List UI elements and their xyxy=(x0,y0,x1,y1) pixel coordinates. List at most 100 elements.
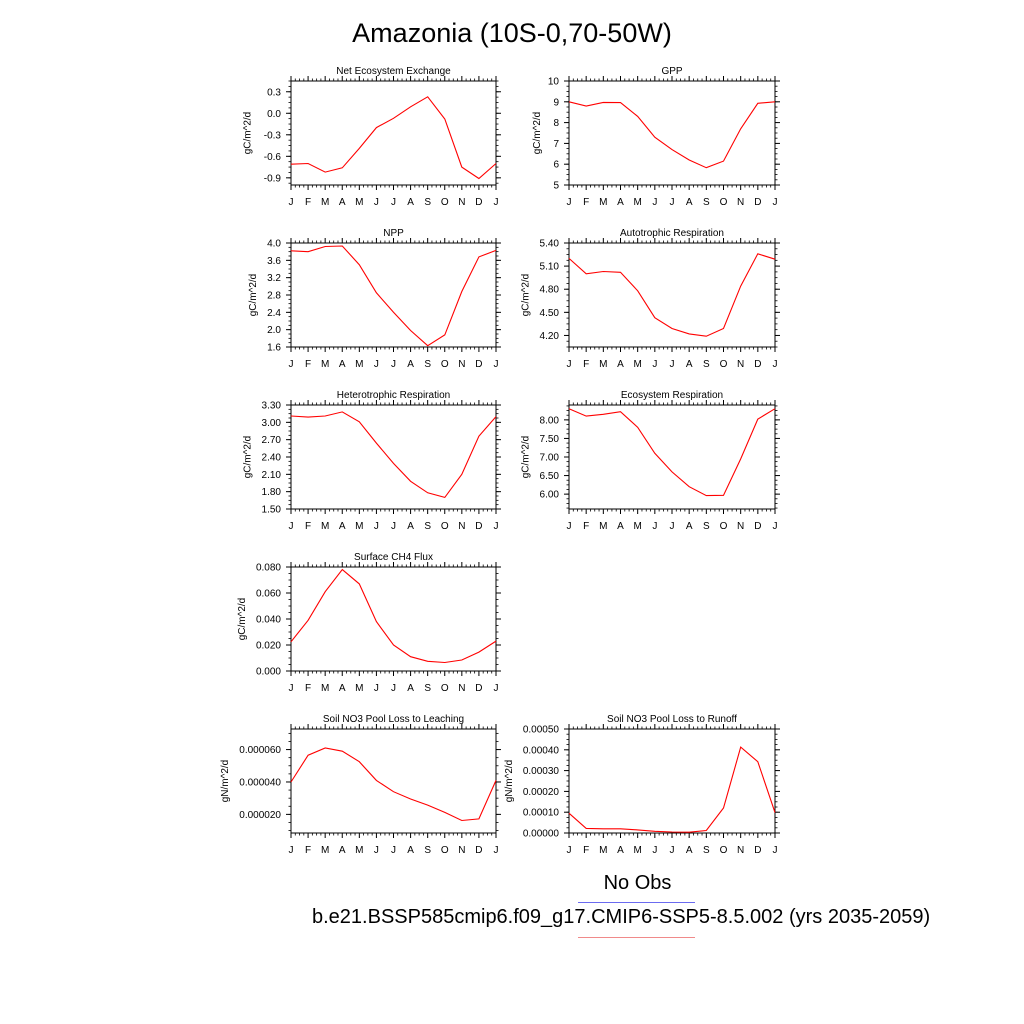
y-tick-label: 0.040 xyxy=(256,615,281,626)
series-line xyxy=(290,96,497,180)
y-tick-label: 6.00 xyxy=(540,490,560,501)
x-tick-label: D xyxy=(754,521,761,532)
x-tick-label: O xyxy=(441,521,449,532)
x-tick-label: J xyxy=(494,359,499,370)
series-line xyxy=(568,408,776,497)
y-axis-label: gC/m^2/d xyxy=(243,112,254,155)
x-tick-label: J xyxy=(494,521,499,532)
y-axis-label: gC/m^2/d xyxy=(521,436,532,479)
y-tick-label: 3.30 xyxy=(262,401,282,412)
x-tick-label: J xyxy=(567,845,572,856)
x-tick-label: D xyxy=(475,845,482,856)
x-tick-label: M xyxy=(355,683,363,694)
x-tick-label: S xyxy=(703,845,710,856)
x-tick-label: F xyxy=(305,683,311,694)
x-tick-label: J xyxy=(374,197,379,208)
x-tick-label: A xyxy=(339,521,346,532)
x-tick-label: J xyxy=(652,521,657,532)
y-tick-label: 4.20 xyxy=(540,331,560,342)
panel-title: GPP xyxy=(661,66,682,77)
x-tick-label: A xyxy=(617,359,624,370)
x-tick-label: J xyxy=(289,197,294,208)
y-tick-label: 0.060 xyxy=(256,589,281,600)
x-tick-label: J xyxy=(374,845,379,856)
y-tick-label: 8.00 xyxy=(540,415,560,426)
y-tick-label: 0.080 xyxy=(256,563,281,574)
legend-obs-label: No Obs xyxy=(603,872,672,894)
plot-frame xyxy=(568,80,776,186)
y-tick-label: -0.9 xyxy=(264,173,282,184)
x-tick-label: D xyxy=(475,683,482,694)
y-tick-label: 1.80 xyxy=(262,487,282,498)
y-tick-label: 2.40 xyxy=(262,453,282,464)
x-tick-label: D xyxy=(475,197,482,208)
y-axis-label: gC/m^2/d xyxy=(237,598,248,641)
x-tick-label: D xyxy=(754,197,761,208)
y-tick-label: 10 xyxy=(548,77,560,88)
plot-frame xyxy=(290,566,497,672)
y-tick-label: 0.000020 xyxy=(239,810,281,821)
y-tick-label: 3.00 xyxy=(262,418,282,429)
x-tick-label: J xyxy=(374,683,379,694)
x-tick-label: J xyxy=(289,521,294,532)
x-tick-label: M xyxy=(599,845,607,856)
y-tick-label: 0.020 xyxy=(256,641,281,652)
x-tick-label: J xyxy=(670,197,675,208)
y-tick-label: 5.40 xyxy=(540,239,560,250)
y-tick-label: 0.00030 xyxy=(523,766,560,777)
x-tick-label: J xyxy=(773,197,778,208)
x-tick-label: A xyxy=(617,197,624,208)
y-tick-label: 4.50 xyxy=(540,308,560,319)
y-tick-label: 6 xyxy=(553,160,559,171)
x-tick-label: O xyxy=(441,845,449,856)
y-tick-label: 0.00010 xyxy=(523,808,560,819)
series-line xyxy=(290,411,497,499)
x-tick-label: N xyxy=(458,197,465,208)
y-tick-label: 5.10 xyxy=(540,262,560,273)
x-tick-label: M xyxy=(355,359,363,370)
figure-title: Amazonia (10S-0,70-50W) xyxy=(352,18,672,48)
series-line xyxy=(290,245,497,347)
panel-title: Soil NO3 Pool Loss to Runoff xyxy=(607,714,737,725)
y-tick-label: -0.3 xyxy=(264,130,282,141)
x-tick-label: S xyxy=(424,197,431,208)
x-tick-label: J xyxy=(289,359,294,370)
y-tick-label: 2.4 xyxy=(267,308,281,319)
y-tick-label: 3.6 xyxy=(267,256,281,267)
x-tick-label: O xyxy=(441,359,449,370)
x-tick-label: A xyxy=(339,359,346,370)
x-tick-label: J xyxy=(391,359,396,370)
y-tick-label: 7 xyxy=(553,139,559,150)
x-tick-label: J xyxy=(494,845,499,856)
plot-frame xyxy=(290,242,497,348)
x-tick-label: J xyxy=(773,359,778,370)
y-tick-label: 1.6 xyxy=(267,343,281,354)
x-tick-label: J xyxy=(567,521,572,532)
panel-title: Soil NO3 Pool Loss to Leaching xyxy=(323,714,464,725)
x-tick-label: D xyxy=(754,359,761,370)
x-tick-label: M xyxy=(355,845,363,856)
x-tick-label: M xyxy=(355,197,363,208)
x-tick-label: F xyxy=(583,845,589,856)
x-tick-label: F xyxy=(583,197,589,208)
y-axis-label: gC/m^2/d xyxy=(532,112,543,155)
x-tick-label: J xyxy=(567,359,572,370)
x-tick-label: N xyxy=(737,845,744,856)
x-tick-label: J xyxy=(374,359,379,370)
plot-frame xyxy=(290,728,497,834)
x-tick-label: M xyxy=(321,845,329,856)
panel-title: Autotrophic Respiration xyxy=(620,228,724,239)
series-line xyxy=(290,747,497,822)
x-tick-label: O xyxy=(720,359,728,370)
x-tick-label: J xyxy=(652,845,657,856)
x-tick-label: M xyxy=(633,197,641,208)
y-axis-label: gN/m^2/d xyxy=(504,760,515,803)
x-tick-label: A xyxy=(407,521,414,532)
x-tick-label: J xyxy=(391,845,396,856)
x-tick-label: M xyxy=(599,197,607,208)
x-tick-label: J xyxy=(289,683,294,694)
